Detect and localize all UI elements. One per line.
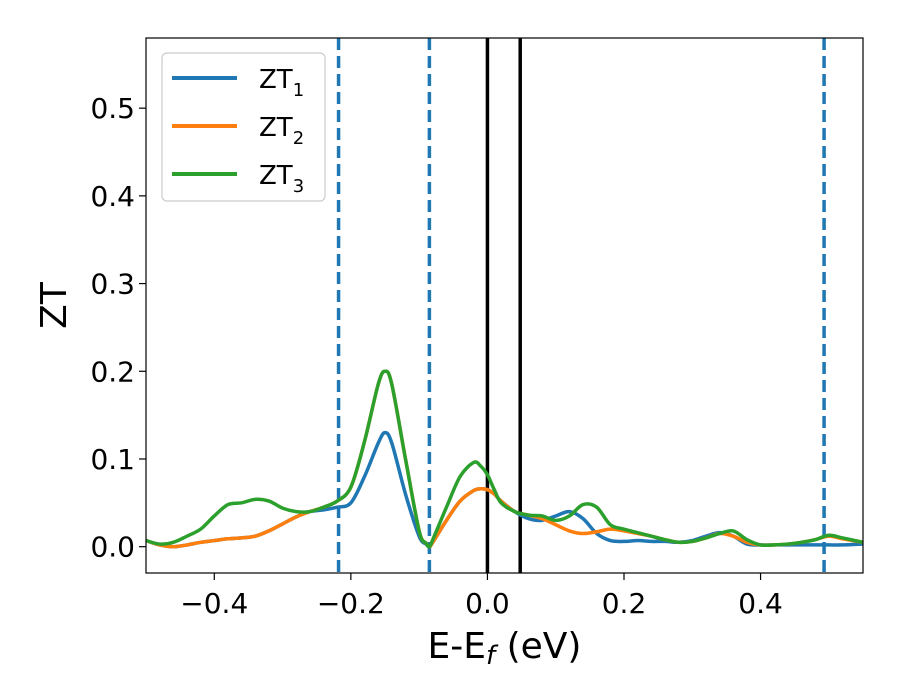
y-axis-ticks: 0.0 0.1 0.2 0.3 0.4 0.5 [90,92,146,564]
x-tick-label: 0.4 [738,587,783,620]
y-tick-label: 0.5 [90,92,135,125]
legend: ZT1 ZT2 ZT3 [161,52,326,202]
x-axis-ticks: −0.4 −0.2 0.0 0.2 0.4 [180,573,783,620]
x-tick-label: 0.2 [602,587,647,620]
series-line-zt1 [146,430,863,549]
x-axis-label: E-Ef (eV) [428,626,582,671]
y-tick-label: 0.2 [90,355,135,388]
y-tick-label: 0.0 [90,531,135,564]
plot-frame [145,37,864,574]
series-line-zt2 [146,369,863,549]
legend-label-zt1: ZT1 [259,65,304,101]
y-tick-label: 0.1 [90,443,135,476]
y-tick-label: 0.3 [90,268,135,301]
x-tick-label: 0.0 [465,587,510,620]
series-layer [146,369,863,549]
series-line-zt3 [146,369,863,549]
legend-label-zt2: ZT2 [259,113,304,149]
x-tick-label: −0.4 [180,587,248,620]
y-tick-label: 0.4 [90,180,135,213]
legend-label-zt3: ZT3 [259,161,304,197]
vertical-lines [336,38,826,573]
x-tick-label: −0.2 [317,587,385,620]
legend-box [161,52,326,202]
y-axis-label: ZT [34,281,75,329]
